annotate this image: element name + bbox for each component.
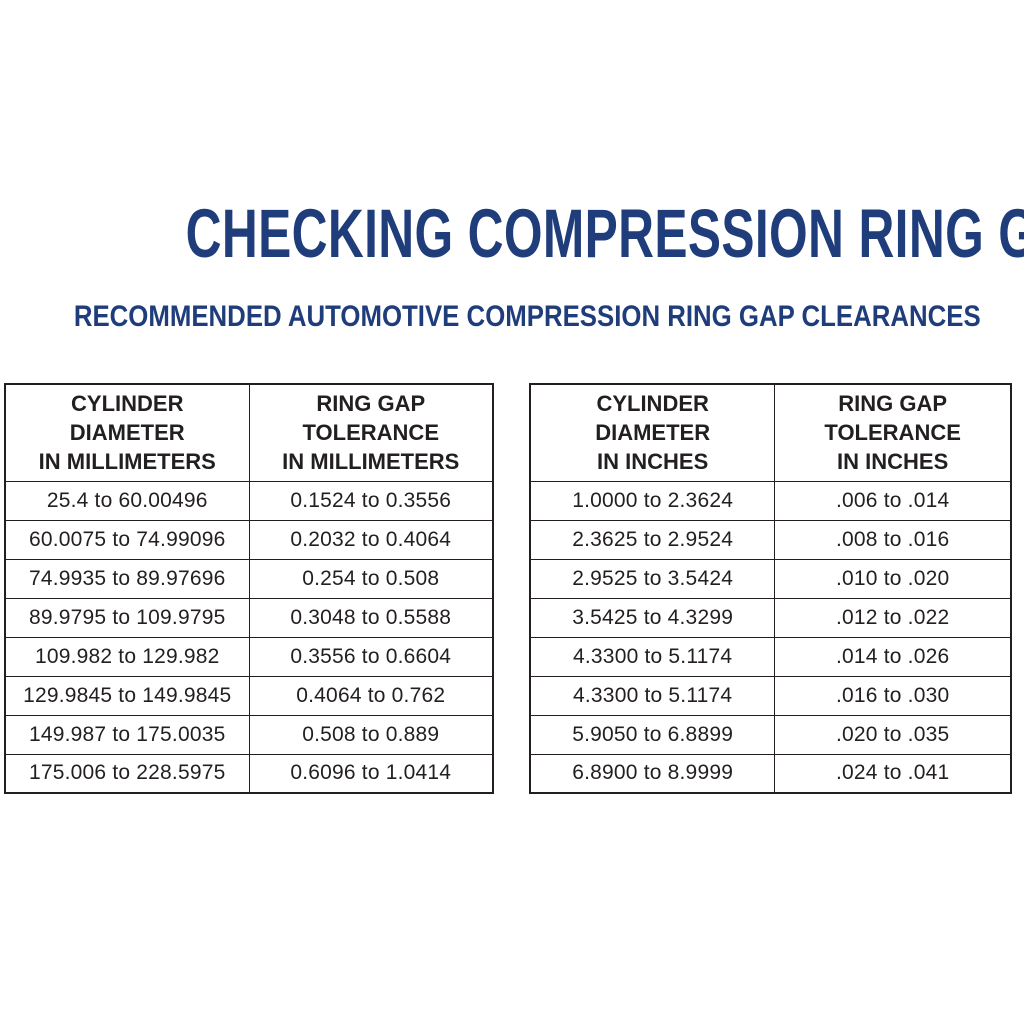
table-cell: 4.3300 to 5.1174 — [529, 675, 776, 716]
table-row: 4.3300 to 5.1174.014 to .026 — [529, 636, 1012, 677]
table-cell: 0.1524 to 0.3556 — [248, 480, 494, 521]
table-cell: 89.9795 to 109.9795 — [4, 597, 250, 638]
table-cell: 2.3625 to 2.9524 — [529, 519, 776, 560]
table-cell: 1.0000 to 2.3624 — [529, 480, 776, 521]
table-cell: 0.254 to 0.508 — [248, 558, 494, 599]
column-header: CYLINDER DIAMETER IN INCHES — [529, 383, 776, 482]
table-row: 149.987 to 175.0035 0.508 to 0.889 — [4, 714, 494, 755]
column-header-line: DIAMETER — [595, 420, 711, 446]
table-cell: .020 to .035 — [774, 714, 1012, 755]
column-header-line: DIAMETER — [69, 420, 185, 446]
header-row: CYLINDER DIAMETER IN INCHES RING GAP TOLERAN… — [529, 383, 1012, 482]
table-cell: 25.4 to 60.00496 — [4, 480, 250, 521]
table-cell: 3.5425 to 4.3299 — [529, 597, 776, 638]
column-header-line: CYLINDER — [596, 391, 709, 417]
table-row: 74.9935 to 89.97696 0.254 to 0.508 — [4, 558, 494, 599]
column-header-line: IN MILLIMETERS — [38, 449, 216, 475]
table-cell: 0.4064 to 0.762 — [248, 675, 494, 716]
ring-gap-table-inches: CYLINDER DIAMETER IN INCHES RING GAP TOLERAN… — [529, 383, 1012, 794]
table-cell: 4.3300 to 5.1174 — [529, 636, 776, 677]
ring-gap-table-millimeters-wrapper: CYLINDER DIAMETER IN MILLIMETERS RING GAP TO… — [4, 383, 494, 794]
table-cell: 74.9935 to 89.97696 — [4, 558, 250, 599]
table-row: 1.0000 to 2.3624.006 to .014 — [529, 480, 1012, 521]
table-cell: 129.9845 to 149.9845 — [4, 675, 250, 716]
column-header: RING GAP TOLERANCE IN MILLIMETERS — [248, 383, 494, 482]
column-header: RING GAP TOLERANCE IN INCHES — [774, 383, 1012, 482]
table-row: 109.982 to 129.982 0.3556 to 0.6604 — [4, 636, 494, 677]
table-cell: .014 to .026 — [774, 636, 1012, 677]
table-cell: .016 to .030 — [774, 675, 1012, 716]
column-header-line: IN INCHES — [597, 449, 709, 475]
table-row: 129.9845 to 149.9845 0.4064 to 0.762 — [4, 675, 494, 716]
page-subtitle: RECOMMENDED AUTOMOTIVE COMPRESSION RING … — [0, 300, 1024, 334]
table-cell: .006 to .014 — [774, 480, 1012, 521]
table-row: 25.4 to 60.00496 0.1524 to 0.3556 — [4, 480, 494, 521]
column-header-line: TOLERANCE — [824, 420, 961, 446]
table-cell: .012 to .022 — [774, 597, 1012, 638]
table-cell: 0.3048 to 0.5588 — [248, 597, 494, 638]
table-row: 4.3300 to 5.1174.016 to .030 — [529, 675, 1012, 716]
table-cell: 149.987 to 175.0035 — [4, 714, 250, 755]
table-row: 2.3625 to 2.9524.008 to .016 — [529, 519, 1012, 560]
table-cell: .010 to .020 — [774, 558, 1012, 599]
table-cell: 0.3556 to 0.6604 — [248, 636, 494, 677]
ring-gap-table-millimeters: CYLINDER DIAMETER IN MILLIMETERS RING GAP TO… — [4, 383, 494, 794]
table-cell: 6.8900 to 8.9999 — [529, 753, 776, 794]
table-cell: 2.9525 to 3.5424 — [529, 558, 776, 599]
header-row: CYLINDER DIAMETER IN MILLIMETERS RING GAP TO… — [4, 383, 494, 482]
table-cell: .008 to .016 — [774, 519, 1012, 560]
table-row: 60.0075 to 74.99096 0.2032 to 0.4064 — [4, 519, 494, 560]
column-header-line: TOLERANCE — [302, 420, 440, 446]
table-row: 2.9525 to 3.5424.010 to .020 — [529, 558, 1012, 599]
page-subtitle-text: RECOMMENDED AUTOMOTIVE COMPRESSION RING … — [73, 300, 981, 333]
table-row: 6.8900 to 8.9999.024 to .041 — [529, 753, 1012, 794]
table-cell: 109.982 to 129.982 — [4, 636, 250, 677]
ring-gap-table-inches-wrapper: CYLINDER DIAMETER IN INCHES RING GAP TOLERAN… — [529, 383, 1012, 794]
table-cell: 0.6096 to 1.0414 — [248, 753, 494, 794]
table-row: 175.006 to 228.5975 0.6096 to 1.0414 — [4, 753, 494, 794]
table-row: 5.9050 to 6.8899.020 to .035 — [529, 714, 1012, 755]
table-cell: .024 to .041 — [774, 753, 1012, 794]
table-cell: 5.9050 to 6.8899 — [529, 714, 776, 755]
column-header-line: RING GAP — [316, 391, 426, 417]
column-header: CYLINDER DIAMETER IN MILLIMETERS — [4, 383, 250, 482]
column-header-line: IN MILLIMETERS — [282, 449, 460, 475]
page-title: CHECKING COMPRESSION RING GAPS — [0, 198, 1024, 270]
table-cell: 0.508 to 0.889 — [248, 714, 494, 755]
column-header-line: IN INCHES — [837, 449, 949, 475]
column-header-line: RING GAP — [838, 391, 948, 417]
table-cell: 0.2032 to 0.4064 — [248, 519, 494, 560]
table-row: 3.5425 to 4.3299.012 to .022 — [529, 597, 1012, 638]
table-row: 89.9795 to 109.9795 0.3048 to 0.5588 — [4, 597, 494, 638]
table-cell: 175.006 to 228.5975 — [4, 753, 250, 794]
table-cell: 60.0075 to 74.99096 — [4, 519, 250, 560]
page-title-text: CHECKING COMPRESSION RING GAPS — [185, 195, 1024, 272]
column-header-line: CYLINDER — [71, 391, 184, 417]
